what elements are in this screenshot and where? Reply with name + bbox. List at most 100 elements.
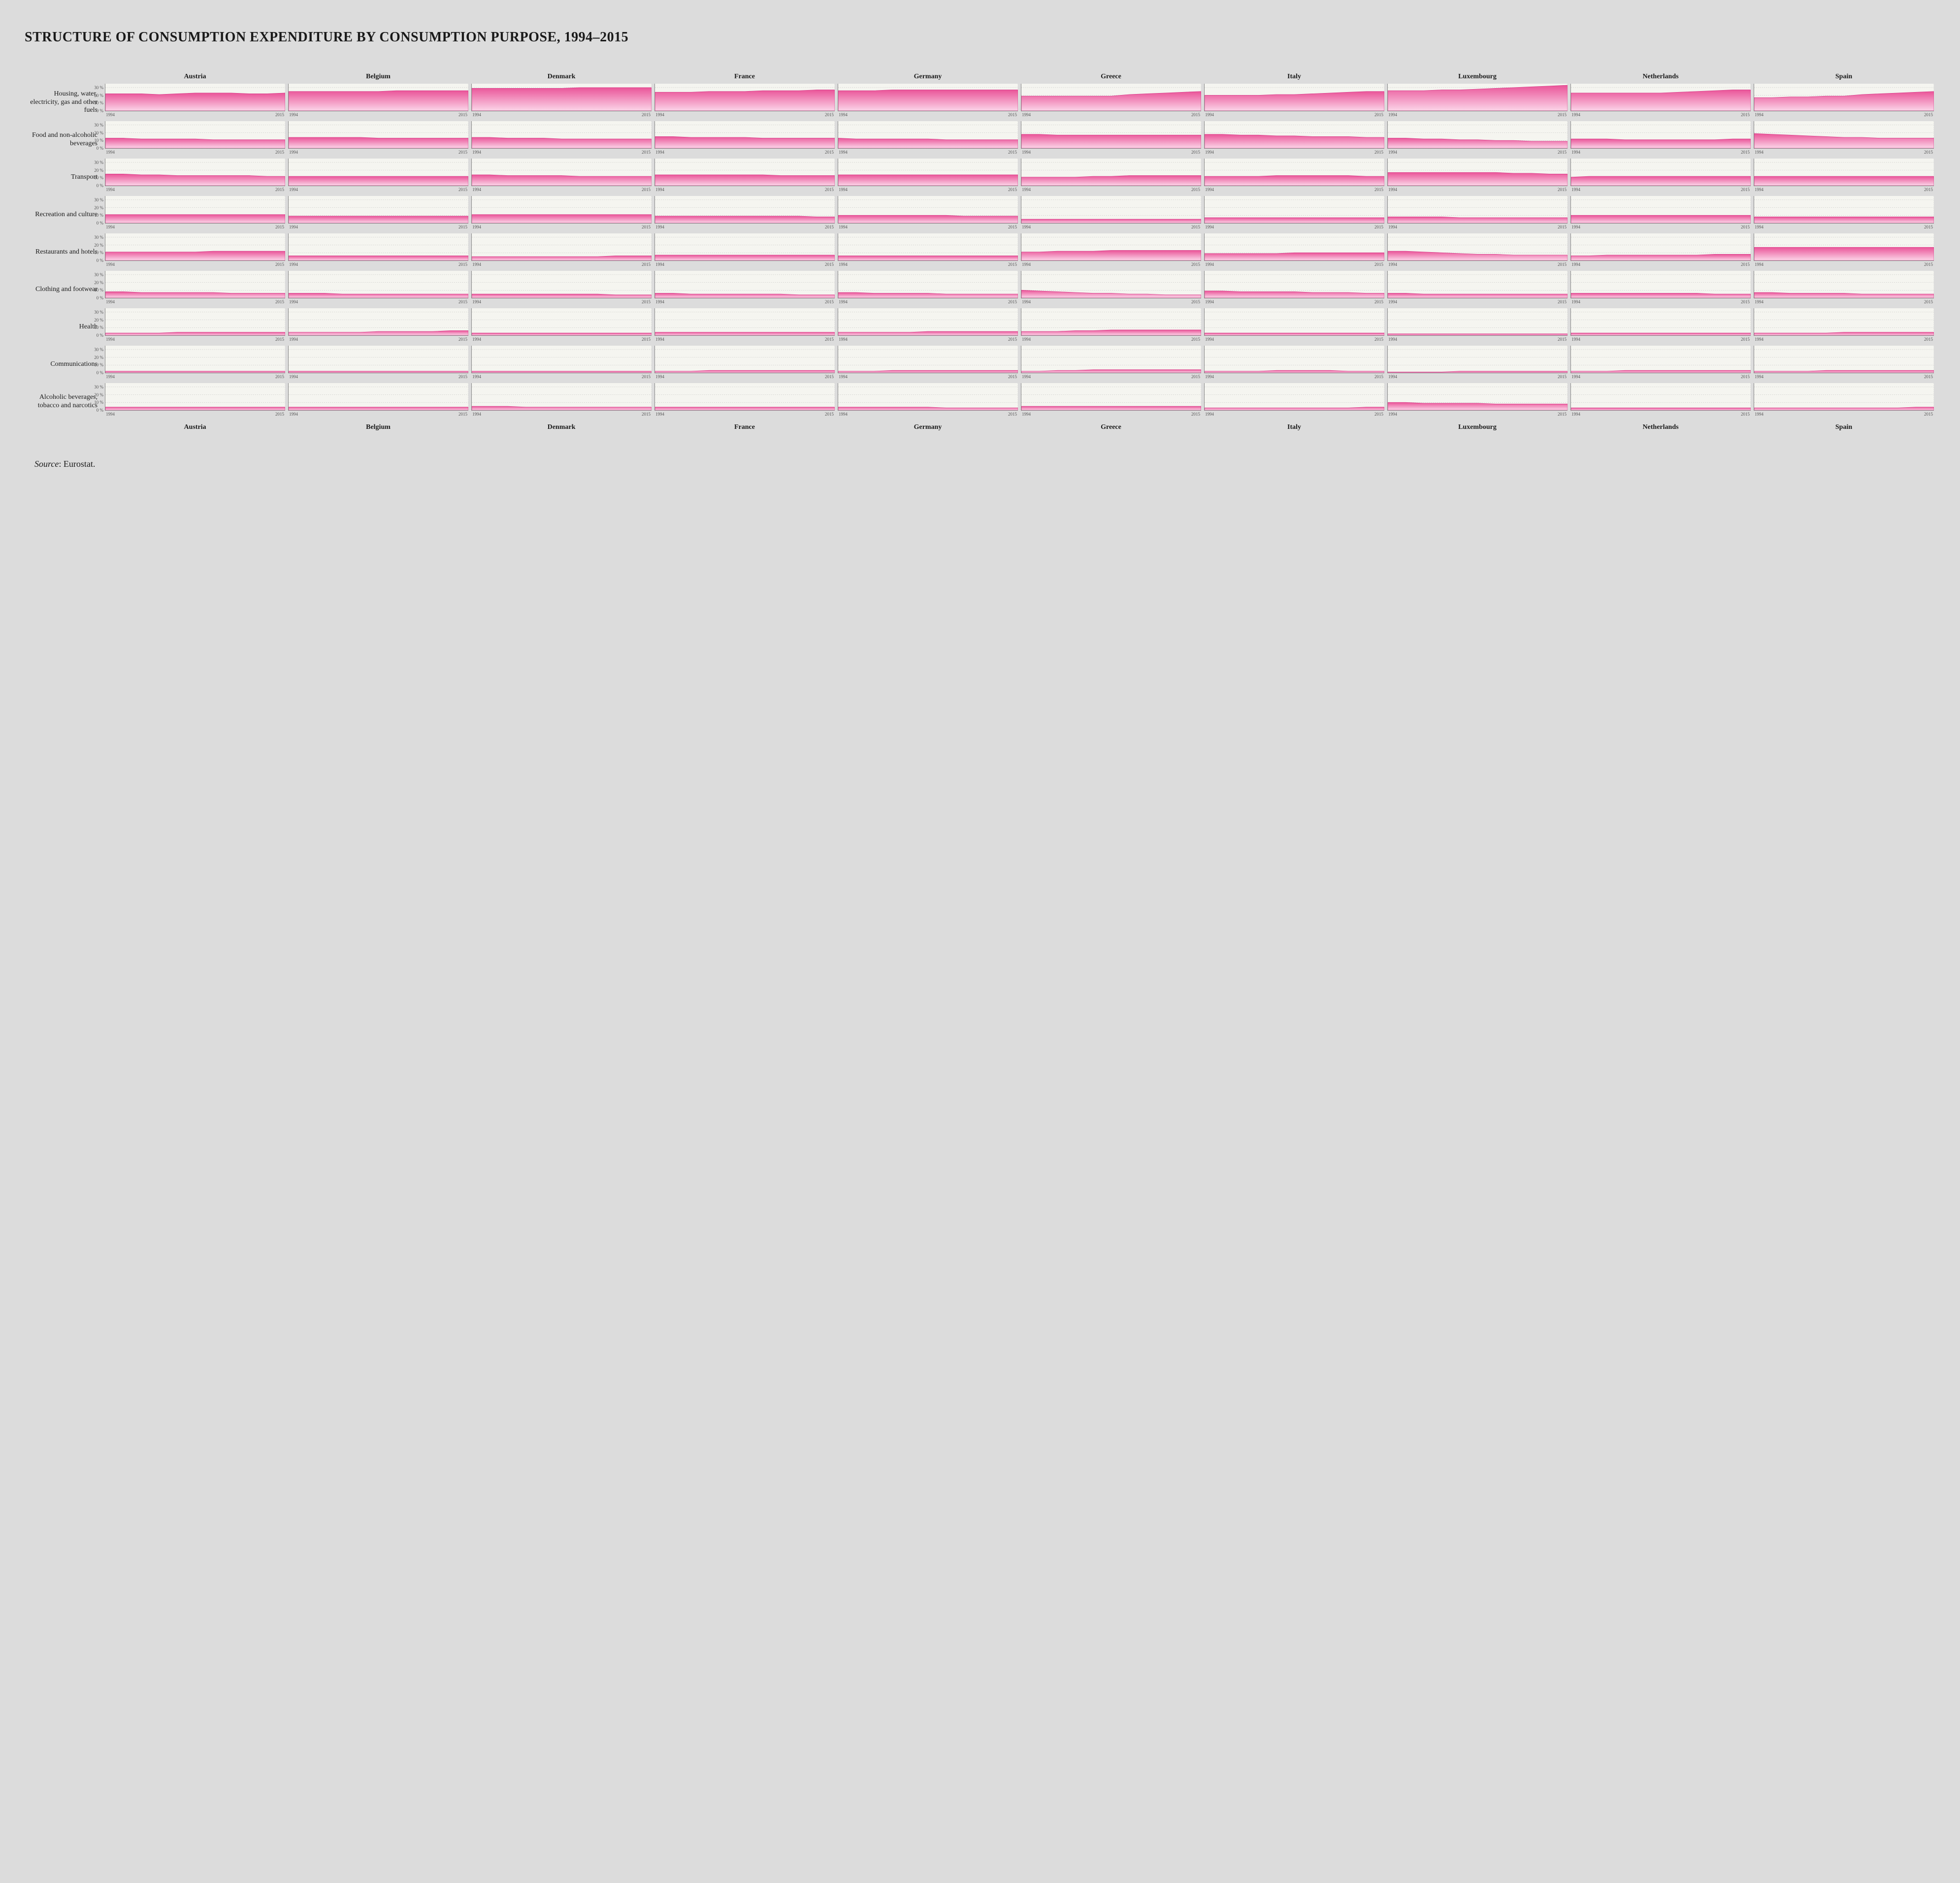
x-end: 2015	[1741, 262, 1750, 267]
y-tick-label: 0 %	[97, 108, 105, 113]
chart-cell: 19942015	[836, 196, 1019, 233]
x-end: 2015	[1191, 187, 1200, 192]
x-end: 2015	[1374, 299, 1383, 304]
area-chart	[471, 121, 652, 149]
x-start: 1994	[106, 150, 115, 155]
x-axis-labels: 19942015	[471, 261, 652, 267]
x-end: 2015	[1924, 262, 1933, 267]
chart-cell: 19942015	[1203, 233, 1386, 271]
chart-cell: 19942015	[287, 271, 470, 308]
x-start: 1994	[1571, 150, 1580, 155]
x-axis-labels: 19942015	[105, 224, 285, 229]
x-axis-labels: 19942015	[288, 411, 468, 417]
area-chart	[1204, 383, 1384, 411]
y-tick-label: 30 %	[94, 310, 105, 315]
x-start: 1994	[839, 337, 848, 342]
row-label: Health	[25, 308, 103, 346]
x-start: 1994	[1388, 412, 1397, 417]
x-end: 2015	[1924, 337, 1933, 342]
x-axis-labels: 19942015	[654, 186, 835, 192]
x-end: 2015	[825, 150, 834, 155]
y-tick-label: 0 %	[97, 258, 105, 263]
chart-cell: 0 %10 %20 %30 %19942015	[103, 233, 287, 271]
x-axis-labels: 19942015	[105, 411, 285, 417]
col-footer: Denmark	[470, 421, 653, 434]
x-end: 2015	[642, 412, 651, 417]
x-axis-labels: 19942015	[1570, 111, 1751, 117]
x-axis-labels: 19942015	[1387, 298, 1568, 304]
area-chart	[1570, 271, 1751, 298]
chart-cell: 0 %10 %20 %30 %19942015	[103, 159, 287, 196]
row-label: Restaurants and hotels	[25, 233, 103, 271]
chart-cell: 19942015	[1203, 271, 1386, 308]
x-start: 1994	[1755, 412, 1764, 417]
chart-cell: 19942015	[287, 196, 470, 233]
x-axis-labels: 19942015	[1204, 111, 1384, 117]
x-axis-labels: 19942015	[1204, 411, 1384, 417]
x-start: 1994	[1022, 112, 1031, 117]
chart-cell: 19942015	[470, 159, 653, 196]
chart-cell: 19942015	[1752, 346, 1935, 383]
y-tick-label: 0 %	[97, 295, 105, 300]
chart-cell: 19942015	[1752, 308, 1935, 346]
x-axis-labels: 19942015	[105, 111, 285, 117]
x-end: 2015	[1191, 299, 1200, 304]
x-start: 1994	[1755, 225, 1764, 229]
col-header: Spain	[1752, 70, 1935, 84]
chart-cell: 19942015	[1019, 121, 1203, 159]
x-start: 1994	[655, 374, 664, 379]
area-chart	[838, 121, 1018, 149]
area-chart	[1754, 271, 1934, 298]
x-end: 2015	[1924, 299, 1933, 304]
area-chart	[1754, 346, 1934, 373]
x-start: 1994	[1022, 187, 1031, 192]
x-end: 2015	[1008, 337, 1017, 342]
x-start: 1994	[1571, 112, 1580, 117]
x-start: 1994	[839, 187, 848, 192]
chart-cell: 19942015	[836, 121, 1019, 159]
x-axis-labels: 1994 2015	[838, 336, 1018, 342]
area-chart	[1387, 121, 1568, 149]
x-start: 1994	[1022, 374, 1031, 379]
x-start: 1994	[1571, 262, 1580, 267]
chart-cell: 19942015	[287, 233, 470, 271]
chart-cell: 19942015	[1203, 196, 1386, 233]
chart-cell: 19942015	[836, 233, 1019, 271]
area-chart	[1754, 308, 1934, 336]
y-tick-label: 30 %	[94, 160, 105, 165]
area-chart	[1387, 271, 1568, 298]
x-end: 2015	[1374, 337, 1383, 342]
y-tick-label: 20 %	[94, 168, 105, 173]
x-start: 1994	[1571, 299, 1580, 304]
x-end: 2015	[1191, 412, 1200, 417]
area-chart	[838, 233, 1018, 261]
area-chart	[1021, 84, 1201, 111]
chart-cell: 19942015	[836, 271, 1019, 308]
x-axis-labels: 19942015	[838, 298, 1018, 304]
y-tick-label: 10 %	[94, 250, 105, 255]
area-chart	[838, 346, 1018, 373]
x-start: 1994	[472, 112, 481, 117]
col-footer: Italy	[1203, 421, 1386, 434]
x-start: 1994	[1755, 150, 1764, 155]
x-end: 2015	[1374, 150, 1383, 155]
x-end: 2015	[275, 374, 284, 379]
x-axis-labels: 19942015	[288, 111, 468, 117]
x-axis-labels: 19942015	[471, 111, 652, 117]
x-axis-labels: 19942015	[471, 186, 652, 192]
chart-cell: 19942015	[470, 196, 653, 233]
area-chart	[1387, 233, 1568, 261]
x-end: 2015	[1008, 374, 1017, 379]
chart-cell: 19942015	[287, 383, 470, 421]
chart-cell: 19942015	[470, 383, 653, 421]
x-axis-labels: 19942015	[1387, 111, 1568, 117]
chart-cell: 19942015	[1569, 383, 1752, 421]
source-label: Source	[34, 459, 59, 469]
x-end: 2015	[1191, 262, 1200, 267]
x-end: 2015	[1558, 262, 1567, 267]
x-start: 1994	[1388, 262, 1397, 267]
x-axis-labels: 19942015	[1570, 336, 1751, 342]
chart-cell: 19942015	[287, 84, 470, 121]
area-chart	[1754, 121, 1934, 149]
x-start: 1994	[655, 187, 664, 192]
